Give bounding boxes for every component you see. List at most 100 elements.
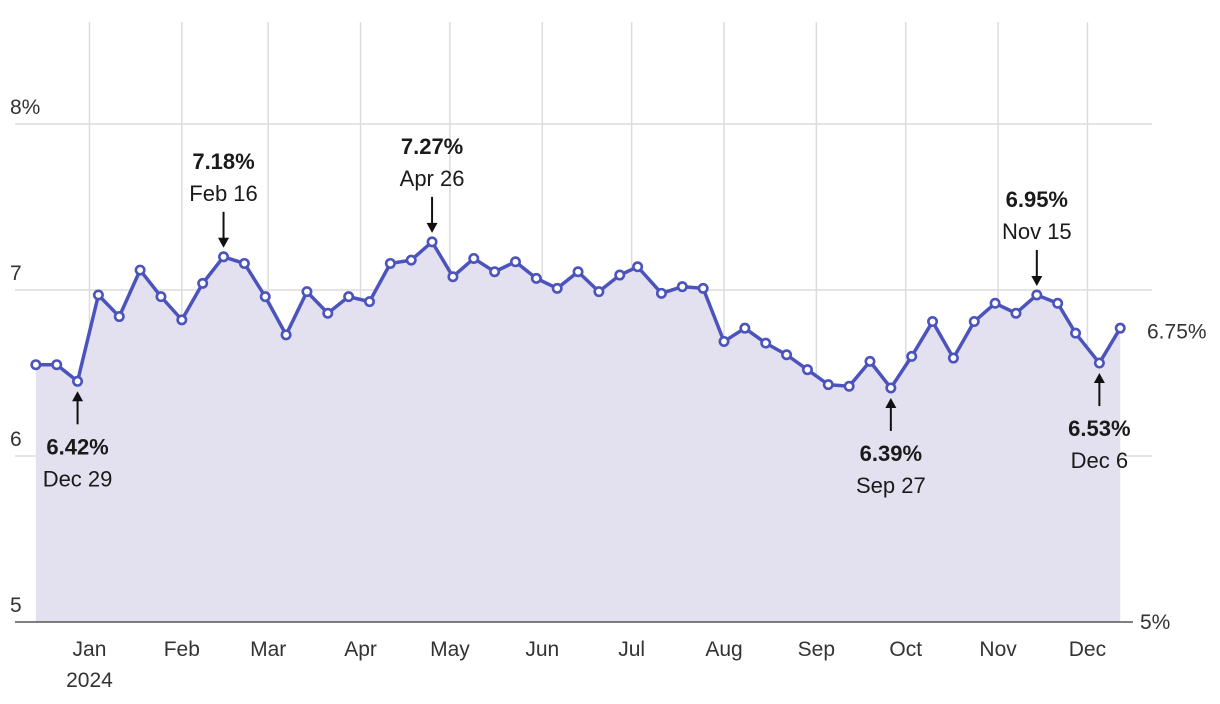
- annotation-value: 6.95%: [1006, 187, 1068, 212]
- x-tick-label: Apr: [344, 638, 377, 661]
- data-point: [864, 355, 876, 367]
- annotation-arrowhead: [885, 397, 897, 408]
- x-tick-label: Feb: [164, 638, 200, 661]
- data-point: [322, 307, 334, 319]
- data-point: [197, 277, 209, 289]
- annotation-date: Apr 26: [400, 166, 465, 191]
- annotation-arrowhead: [426, 222, 438, 233]
- data-point: [384, 257, 396, 269]
- data-point: [259, 291, 271, 303]
- data-point: [426, 236, 438, 248]
- annotation-value: 6.39%: [860, 441, 922, 466]
- annotation: 6.42% Dec 29: [43, 391, 113, 491]
- data-point: [364, 296, 376, 308]
- point-layer: [30, 236, 1126, 394]
- data-point: [176, 314, 188, 326]
- annotation-arrowhead: [72, 391, 84, 402]
- annotation-date: Feb 16: [189, 181, 258, 206]
- area-layer: [35, 241, 1121, 623]
- y-tick-label: 6: [10, 428, 22, 451]
- data-point: [72, 375, 84, 387]
- data-point: [134, 264, 146, 276]
- data-point: [593, 286, 605, 298]
- annotation-value: 7.27%: [401, 134, 463, 159]
- x-tick-label: Jul: [618, 638, 645, 661]
- annotation: 6.95% Nov 15: [1002, 187, 1072, 286]
- data-point: [676, 281, 688, 293]
- annotation-layer: 6.42% Dec 29 7.18% Feb 16 7.27% Apr 26 6.39% Se…: [43, 134, 1131, 498]
- annotation: 6.39% Sep 27: [856, 397, 926, 498]
- data-point: [489, 266, 501, 278]
- data-point: [405, 254, 417, 266]
- annotation-date: Nov 15: [1002, 219, 1072, 244]
- annotation-date: Dec 6: [1071, 448, 1128, 473]
- latest-value-label: 6.75%: [1147, 321, 1207, 344]
- x-tick-label: Mar: [250, 638, 286, 661]
- x-tick-label: May: [430, 638, 470, 661]
- x-tick-label: Dec: [1069, 638, 1106, 661]
- data-point: [781, 349, 793, 361]
- annotation: 7.18% Feb 16: [189, 149, 258, 248]
- data-point: [801, 364, 813, 376]
- data-point: [906, 350, 918, 362]
- data-point: [30, 359, 42, 371]
- annotation: 6.53% Dec 6: [1068, 373, 1131, 473]
- data-point: [947, 352, 959, 364]
- annotation-value: 6.42%: [46, 434, 108, 459]
- annotation-date: Dec 29: [43, 466, 113, 491]
- data-point: [509, 256, 521, 268]
- x-tick-label: Sep: [798, 638, 835, 661]
- data-point: [572, 266, 584, 278]
- data-point: [551, 282, 563, 294]
- annotation-date: Sep 27: [856, 473, 926, 498]
- data-point: [530, 272, 542, 284]
- data-point: [632, 261, 644, 273]
- data-point: [218, 251, 230, 263]
- data-point: [155, 291, 167, 303]
- annotation-arrowhead: [1093, 373, 1105, 384]
- data-point: [1031, 289, 1043, 301]
- data-point: [447, 271, 459, 283]
- data-point: [760, 337, 772, 349]
- data-point: [968, 316, 980, 328]
- label-layer: Jan 2024 Feb Mar Apr May Jun Jul Aug Sep Oct Nov Dec…: [10, 96, 1207, 692]
- y-tick-label: 7: [10, 262, 22, 285]
- data-point: [92, 289, 104, 301]
- x-tick-label: Oct: [889, 638, 922, 661]
- data-point: [718, 335, 730, 347]
- data-point: [301, 286, 313, 298]
- series-area: [35, 241, 1121, 623]
- data-point: [927, 316, 939, 328]
- data-point: [468, 252, 480, 264]
- data-point: [1093, 357, 1105, 369]
- data-point: [113, 311, 125, 323]
- annotation-value: 6.53%: [1068, 416, 1130, 441]
- data-point: [343, 291, 355, 303]
- data-point: [822, 379, 834, 391]
- data-point: [989, 297, 1001, 309]
- x-tick-label: Jun: [525, 638, 559, 661]
- annotation-arrowhead: [218, 237, 230, 248]
- annotation-value: 7.18%: [192, 149, 254, 174]
- x-tick-label: Aug: [705, 638, 742, 661]
- data-point: [1114, 322, 1126, 334]
- data-point: [1010, 307, 1022, 319]
- data-point: [1070, 327, 1082, 339]
- baseline-label: 5%: [1140, 611, 1170, 634]
- data-point: [739, 322, 751, 334]
- annotation-arrowhead: [1031, 275, 1043, 286]
- data-point: [51, 359, 63, 371]
- y-tick-label: 8%: [10, 96, 40, 119]
- data-point: [280, 329, 292, 341]
- x-tick-sublabel: 2024: [66, 669, 113, 692]
- data-point: [697, 282, 709, 294]
- data-point: [614, 269, 626, 281]
- data-point: [1052, 297, 1064, 309]
- annotation: 7.27% Apr 26: [400, 134, 465, 233]
- x-tick-label: Jan: [73, 638, 107, 661]
- data-point: [238, 257, 250, 269]
- data-point: [843, 380, 855, 392]
- data-point: [655, 287, 667, 299]
- data-point: [885, 382, 897, 394]
